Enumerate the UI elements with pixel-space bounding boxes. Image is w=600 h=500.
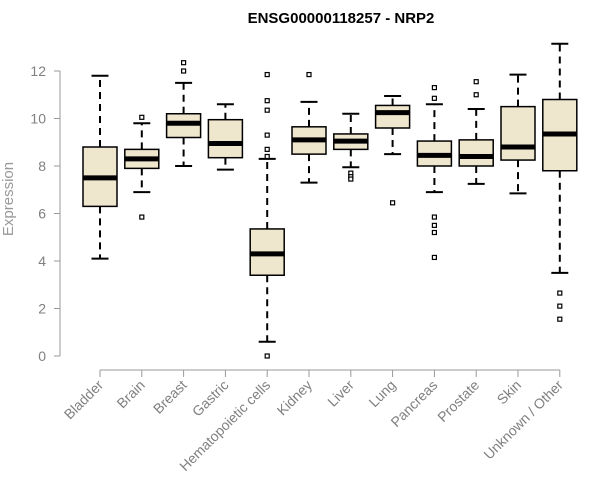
y-tick-label: 6 bbox=[38, 206, 46, 222]
x-tick-label: Breast bbox=[150, 377, 190, 417]
x-tick-label: Brain bbox=[113, 377, 147, 411]
outlier-point bbox=[431, 214, 437, 220]
y-tick-label: 8 bbox=[38, 158, 46, 174]
y-axis: 0 2 4 6 8 10 12 bbox=[30, 63, 61, 364]
x-tick-label: Liver bbox=[324, 377, 357, 410]
x-tick-label: Unknown / Other bbox=[480, 377, 566, 463]
outlier-point bbox=[557, 303, 563, 309]
outlier-point bbox=[348, 176, 354, 182]
outlier-point bbox=[139, 114, 145, 120]
outlier-point bbox=[264, 71, 270, 78]
outlier-point bbox=[431, 85, 437, 91]
outlier-point bbox=[473, 92, 479, 98]
box-plot bbox=[416, 85, 453, 261]
x-tick-label: Bladder bbox=[61, 377, 107, 423]
iqr-box bbox=[500, 105, 536, 161]
outlier-point bbox=[181, 60, 187, 66]
outlier-point bbox=[431, 254, 437, 261]
outlier-point bbox=[264, 353, 270, 359]
outlier-point bbox=[431, 222, 437, 228]
outlier-point bbox=[264, 98, 270, 104]
box-plot bbox=[124, 114, 160, 220]
y-tick-label: 0 bbox=[38, 348, 46, 364]
box-plot bbox=[500, 73, 536, 195]
box-plot bbox=[458, 79, 494, 185]
outlier-point bbox=[431, 229, 437, 236]
y-tick-label: 2 bbox=[38, 301, 46, 317]
outlier-point bbox=[139, 214, 145, 220]
outlier-point bbox=[264, 107, 270, 113]
outlier-point bbox=[557, 290, 563, 296]
iqr-box bbox=[458, 139, 494, 167]
outlier-point bbox=[264, 146, 270, 152]
y-tick-label: 10 bbox=[30, 111, 46, 127]
box-plot bbox=[82, 74, 118, 260]
box-plot bbox=[165, 60, 202, 167]
chart-title: ENSG00000118257 - NRP2 bbox=[248, 10, 435, 27]
iqr-box bbox=[374, 104, 411, 129]
y-tick-label: 4 bbox=[38, 253, 46, 269]
x-tick-label: Skin bbox=[494, 377, 525, 408]
box-plot bbox=[333, 112, 369, 182]
outlier-point bbox=[557, 316, 563, 322]
outlier-point bbox=[390, 200, 396, 206]
box-plot bbox=[207, 103, 244, 171]
x-tick-label: Lung bbox=[365, 377, 398, 410]
iqr-box bbox=[207, 118, 244, 159]
outlier-point bbox=[431, 95, 437, 101]
outlier-point bbox=[306, 71, 312, 78]
box-plots bbox=[82, 42, 578, 359]
box-plot bbox=[542, 42, 578, 322]
box-plot bbox=[374, 94, 411, 206]
outlier-point bbox=[264, 153, 270, 160]
outlier-point bbox=[181, 68, 187, 74]
x-tick-label: Prostate bbox=[434, 377, 482, 425]
y-tick-label: 12 bbox=[30, 63, 46, 79]
y-axis-label: Expression bbox=[0, 162, 17, 236]
outlier-point bbox=[473, 79, 479, 85]
box-plot bbox=[249, 71, 285, 359]
box-plot bbox=[291, 71, 327, 184]
outlier-point bbox=[264, 132, 270, 138]
x-tick-label: Kidney bbox=[274, 377, 316, 419]
